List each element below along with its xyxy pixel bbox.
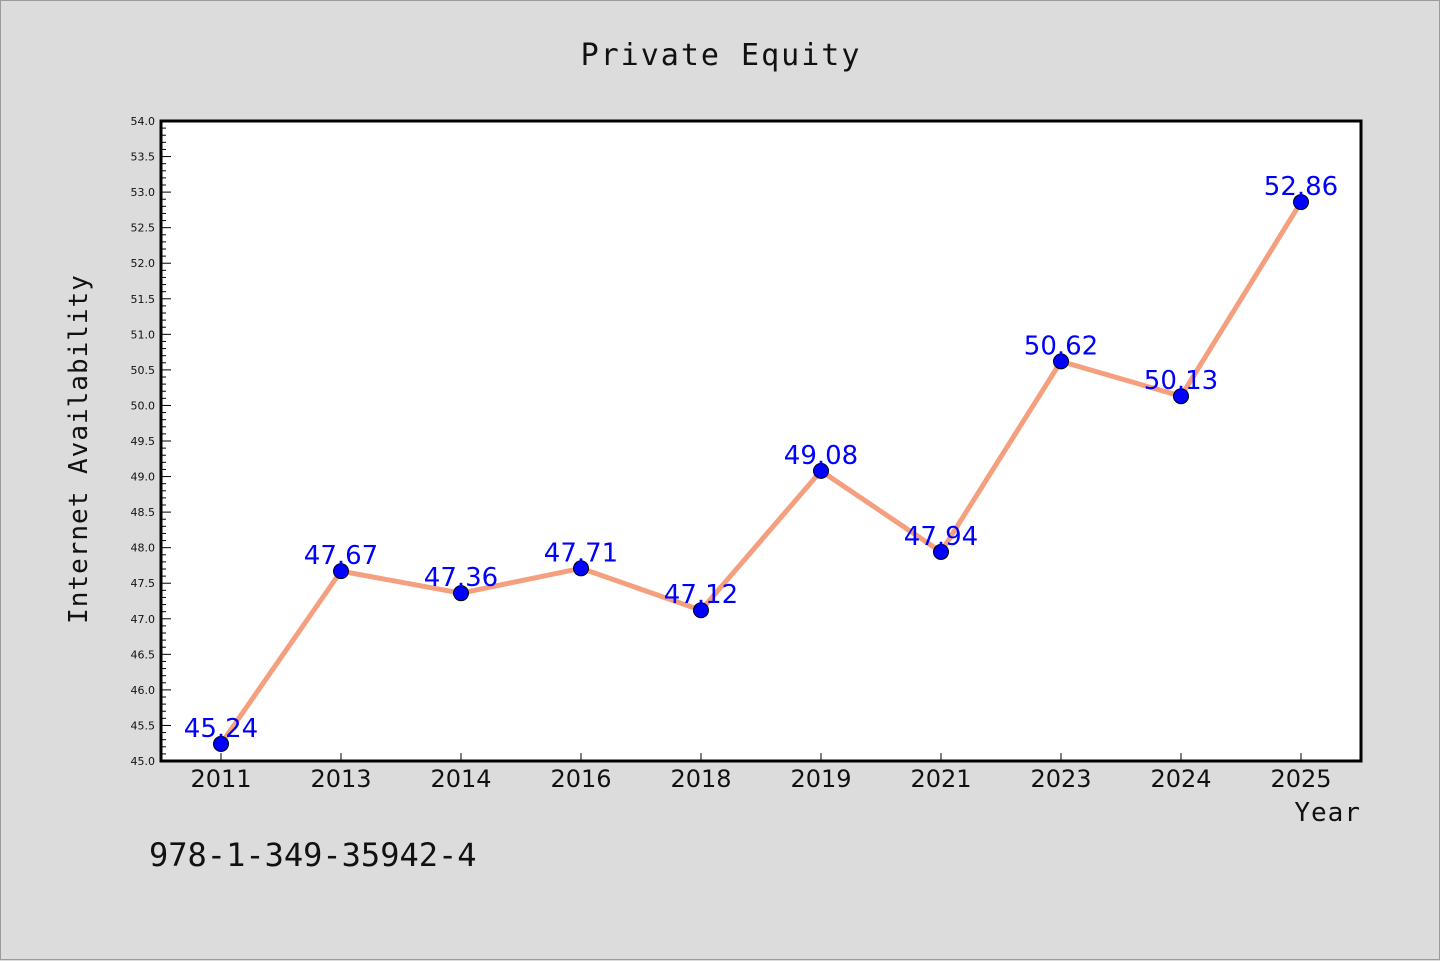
x-tick-label: 2018 (670, 765, 731, 793)
data-point (693, 602, 709, 619)
data-point (933, 543, 949, 560)
x-tick-label: 2023 (1030, 765, 1091, 793)
series-group (213, 194, 1309, 752)
data-labels-group: 45.24 47.67 47.36 47.71 47.12 49.08 47.94 50.62… (184, 172, 1338, 744)
x-axis: 2011 2013 2014 2016 2018 2019 2021 2023 2024 2025 (190, 753, 1332, 793)
data-label: 45.24 (184, 714, 258, 744)
data-label: 47.12 (664, 580, 738, 610)
y-tick-label: 50.0 (131, 399, 156, 412)
x-tick-label: 2024 (1150, 765, 1211, 793)
data-point (213, 735, 229, 752)
data-label: 50.13 (1144, 366, 1218, 396)
data-label: 47.71 (544, 538, 618, 568)
y-tick-label: 49.0 (131, 471, 156, 484)
y-axis: 45.0 45.5 46.0 46.5 47.0 47.5 48.0 48.5 49.0 49.5… (131, 115, 171, 768)
plot-area (161, 121, 1361, 761)
y-tick-label: 51.5 (131, 293, 156, 306)
x-tick-label: 2016 (550, 765, 611, 793)
data-point (453, 585, 469, 602)
y-tick-label: 48.0 (131, 542, 156, 555)
y-tick-label: 53.5 (131, 151, 156, 164)
data-label: 47.36 (424, 563, 498, 593)
series-line (218, 199, 1304, 747)
y-tick-label: 47.5 (131, 577, 156, 590)
data-point (573, 560, 589, 577)
x-tick-label: 2019 (790, 765, 851, 793)
data-label: 47.94 (904, 522, 978, 552)
y-tick-label: 46.5 (131, 648, 156, 661)
data-point (1293, 194, 1309, 211)
y-tick-label: 48.5 (131, 506, 156, 519)
data-point (333, 563, 349, 580)
y-tick-label: 54.0 (131, 115, 156, 128)
y-tick-label: 52.5 (131, 222, 156, 235)
x-tick-label: 2011 (190, 765, 251, 793)
y-tick-label: 51.0 (131, 328, 156, 341)
y-axis-label: Internet Availability (64, 274, 94, 624)
data-point (1173, 388, 1189, 405)
plot-border (159, 119, 1363, 763)
x-axis-label: Year (1294, 798, 1361, 828)
x-tick-label: 2021 (910, 765, 971, 793)
x-tick-label: 2014 (430, 765, 491, 793)
data-label: 52.86 (1264, 172, 1338, 202)
y-tick-label: 45.5 (131, 719, 156, 732)
isbn-text: 978-1-349-35942-4 (149, 836, 477, 874)
y-tick-label: 46.0 (131, 684, 156, 697)
x-tick-label: 2013 (310, 765, 371, 793)
chart-title: Private Equity (581, 38, 862, 73)
y-tick-label: 49.5 (131, 435, 156, 448)
y-tick-label: 47.0 (131, 613, 156, 626)
data-point (813, 462, 829, 479)
y-tick-label: 50.5 (131, 364, 156, 377)
data-label: 49.08 (784, 441, 858, 471)
data-point (1053, 353, 1069, 370)
data-label: 50.62 (1024, 331, 1098, 361)
y-tick-label: 45.0 (131, 755, 156, 768)
x-tick-label: 2025 (1270, 765, 1331, 793)
y-tick-label: 53.0 (131, 186, 156, 199)
y-tick-label: 52.0 (131, 257, 156, 270)
data-label: 47.67 (304, 541, 378, 571)
